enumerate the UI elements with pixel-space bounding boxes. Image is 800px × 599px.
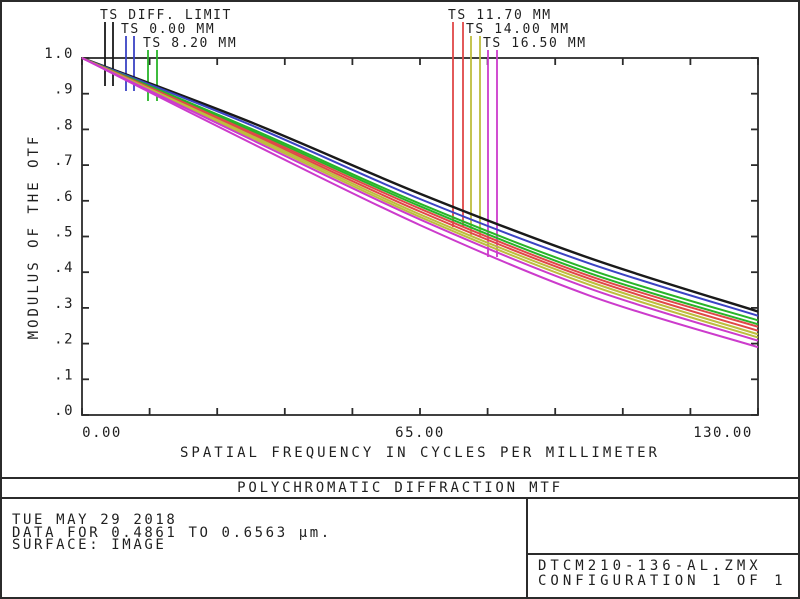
axis-labels: 0.00 65.00 130.00 1.0 .9 .8 .7 .6 .5 .4 .3 .2 .1 .0 SP… <box>26 46 753 461</box>
date-text: TUE MAY 29 2018 <box>12 512 178 528</box>
series-ts-16-50-mm <box>81 57 759 349</box>
info-panel: TUE MAY 29 2018 DATA FOR 0.4861 TO 0.656… <box>2 499 798 597</box>
info-panel-divider <box>526 499 528 597</box>
legend-label: TS 8.20 MM <box>143 36 237 51</box>
x-tick-label: 130.00 <box>693 425 753 441</box>
y-tick-label: .3 <box>54 296 74 312</box>
legend-label: TS DIFF. LIMIT <box>100 8 232 23</box>
legend-entry-ts-16-50-mm: TS 16.50 MM <box>483 36 587 257</box>
y-axis-title: MODULUS OF THE OTF <box>26 134 42 340</box>
y-tick-label: .2 <box>54 332 74 348</box>
axes <box>81 57 759 416</box>
y-tick-label: .5 <box>54 225 74 241</box>
y-tick-label: .1 <box>54 367 74 383</box>
configuration-text: CONFIGURATION 1 OF 1 <box>538 573 787 589</box>
y-tick-label: .4 <box>54 260 74 276</box>
chart-title: POLYCHROMATIC DIFFRACTION MTF <box>237 480 563 496</box>
legend-entry-ts-14-00-mm: TS 14.00 MM <box>466 22 570 236</box>
lens-file-name: DTCM210-136-AL.ZMX <box>538 558 762 574</box>
y-tick-label: .9 <box>54 82 74 98</box>
legend-label: TS 0.00 MM <box>121 22 215 37</box>
series-ts-8-20-mm <box>81 57 759 326</box>
legend-label: TS 14.00 MM <box>466 22 570 37</box>
x-tick-label: 65.00 <box>395 425 445 441</box>
file-info-cell: DTCM210-136-AL.ZMX CONFIGURATION 1 OF 1 <box>526 553 798 597</box>
info-left-cell: TUE MAY 29 2018 DATA FOR 0.4861 TO 0.656… <box>2 499 524 597</box>
x-tick-label: 0.00 <box>82 425 122 441</box>
series-ts-0-00-mm <box>81 57 759 317</box>
legend-label: TS 16.50 MM <box>483 36 587 51</box>
y-tick-label: .0 <box>54 403 74 419</box>
y-tick-label: .7 <box>54 153 74 169</box>
legend-label: TS 11.70 MM <box>448 8 552 23</box>
series-ts-diff-limit <box>81 56 759 313</box>
series-ts-14-00-mm <box>81 57 759 339</box>
legend-entry-ts-diff-limit: TS DIFF. LIMIT <box>100 8 232 86</box>
legend-entry-ts-11-70-mm: TS 11.70 MM <box>448 8 552 227</box>
y-tick-label: .8 <box>54 117 74 133</box>
wavelength-range-text: DATA FOR 0.4861 TO 0.6563 μm. <box>12 524 332 541</box>
x-axis-title: SPATIAL FREQUENCY IN CYCLES PER MILLIMET… <box>180 445 660 461</box>
chart-title-band: POLYCHROMATIC DIFFRACTION MTF <box>2 477 798 499</box>
y-tick-label: 1.0 <box>44 46 74 62</box>
y-tick-label: .6 <box>54 189 74 205</box>
surface-text: SURFACE: IMAGE <box>12 537 167 553</box>
